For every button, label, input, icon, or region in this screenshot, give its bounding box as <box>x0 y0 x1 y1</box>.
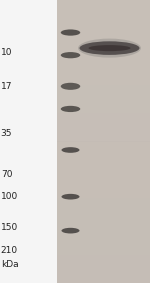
Text: 35: 35 <box>1 128 12 138</box>
Text: kDa: kDa <box>1 260 18 269</box>
Text: 17: 17 <box>1 82 12 91</box>
Bar <box>57 85 150 99</box>
Bar <box>57 269 150 283</box>
Bar <box>57 198 150 212</box>
Ellipse shape <box>61 52 80 58</box>
Ellipse shape <box>88 45 130 51</box>
Bar <box>57 142 150 156</box>
Text: 150: 150 <box>1 223 18 232</box>
Bar <box>0 0 57 283</box>
Text: 70: 70 <box>1 170 12 179</box>
Ellipse shape <box>61 194 80 200</box>
Bar <box>57 113 150 127</box>
Text: 210: 210 <box>1 246 18 255</box>
Ellipse shape <box>61 83 80 90</box>
Bar <box>57 184 150 198</box>
Ellipse shape <box>61 147 80 153</box>
Ellipse shape <box>61 106 80 112</box>
Bar <box>57 42 150 57</box>
Bar <box>57 0 150 283</box>
Bar <box>57 241 150 255</box>
Bar <box>57 127 150 142</box>
Bar <box>57 71 150 85</box>
Bar <box>57 226 150 241</box>
Bar <box>57 99 150 113</box>
Text: 10: 10 <box>1 48 12 57</box>
Bar <box>57 212 150 226</box>
Ellipse shape <box>61 228 80 233</box>
Bar <box>57 14 150 28</box>
Bar <box>57 170 150 184</box>
Ellipse shape <box>78 38 141 58</box>
Bar <box>57 255 150 269</box>
Bar <box>57 28 150 42</box>
Bar <box>57 0 150 14</box>
Bar <box>57 57 150 71</box>
Ellipse shape <box>80 41 140 55</box>
Ellipse shape <box>61 29 80 36</box>
Text: 100: 100 <box>1 192 18 201</box>
Bar <box>57 156 150 170</box>
